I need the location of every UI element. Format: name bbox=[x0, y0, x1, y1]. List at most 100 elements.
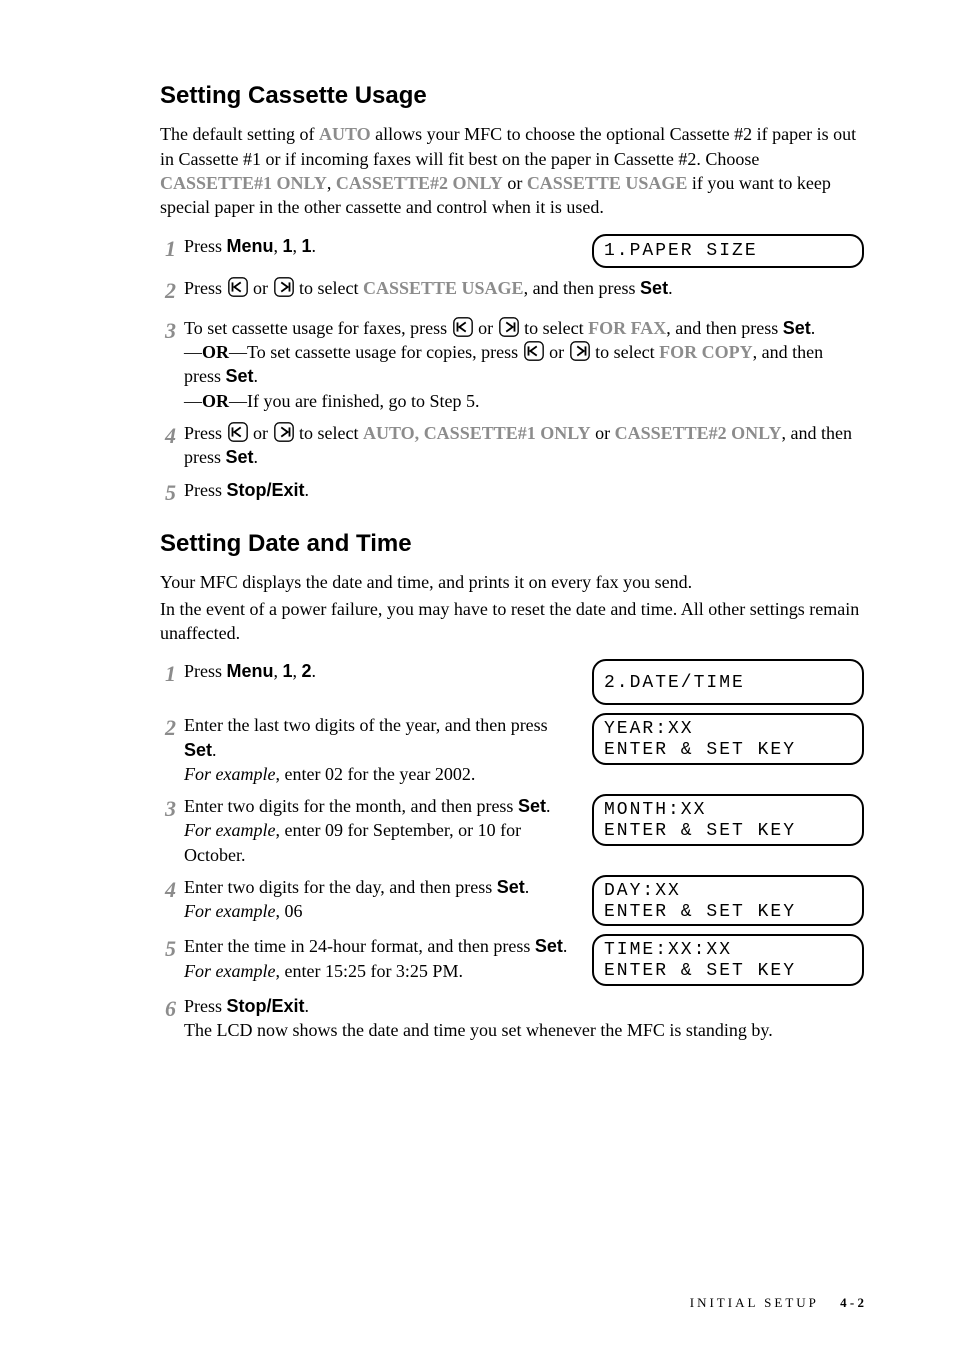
key-stop-exit: Stop/Exit bbox=[227, 480, 305, 500]
txt-cassette2: CASSETTE#2 ONLY bbox=[336, 173, 503, 193]
text: Enter the last two digits of the year, a… bbox=[184, 715, 548, 735]
text: To set cassette usage for faxes, press bbox=[184, 318, 452, 338]
text: or bbox=[249, 278, 273, 298]
intro-datetime-b: In the event of a power failure, you may… bbox=[160, 597, 864, 646]
txt-or: OR bbox=[202, 391, 229, 411]
right-arrow-icon bbox=[273, 276, 295, 298]
txt-for-fax: FOR FAX bbox=[588, 318, 666, 338]
text: , bbox=[293, 236, 302, 256]
text: to select bbox=[520, 318, 588, 338]
text: . bbox=[305, 996, 310, 1016]
key-set: Set bbox=[518, 796, 546, 816]
key-2: 2 bbox=[302, 661, 312, 681]
txt-or: OR bbox=[202, 342, 229, 362]
step-text: Enter two digits for the day, and then p… bbox=[184, 875, 574, 924]
txt-for-copy: FOR COPY bbox=[659, 342, 753, 362]
step-text: Press Menu, 1, 2. bbox=[184, 659, 574, 683]
step-number: 4 bbox=[154, 875, 176, 905]
s1-step1: 1 Press Menu, 1, 1. 1.PAPER SIZE bbox=[160, 234, 864, 268]
key-menu: Menu bbox=[227, 236, 274, 256]
s1-step4: 4 Press or to select AUTO, CASSETTE#1 ON… bbox=[160, 421, 864, 470]
text: Enter the time in 24-hour format, and th… bbox=[184, 936, 535, 956]
step-number: 6 bbox=[154, 994, 176, 1024]
step-number: 1 bbox=[154, 659, 176, 689]
key-set: Set bbox=[226, 366, 254, 386]
key-set: Set bbox=[497, 877, 525, 897]
left-arrow-icon bbox=[452, 316, 474, 338]
text: to select bbox=[295, 423, 363, 443]
text: . bbox=[305, 480, 310, 500]
footer-section: INITIAL SETUP bbox=[690, 1295, 819, 1310]
s1-step3: 3 To set cassette usage for faxes, press… bbox=[160, 316, 864, 413]
text: . bbox=[563, 936, 568, 956]
text: , bbox=[293, 661, 302, 681]
step-text: Enter the last two digits of the year, a… bbox=[184, 713, 574, 786]
text: or bbox=[545, 342, 569, 362]
intro-text: The default setting of bbox=[160, 124, 319, 144]
txt-cassette1: CASSETTE#1 ONLY bbox=[424, 423, 591, 443]
text: The LCD now shows the date and time you … bbox=[184, 1020, 773, 1040]
key-set: Set bbox=[535, 936, 563, 956]
key-1b: 1 bbox=[302, 236, 312, 256]
key-1: 1 bbox=[283, 236, 293, 256]
s1-step2: 2 Press or to select CASSETTE USAGE, and… bbox=[160, 276, 864, 300]
txt-auto: AUTO, bbox=[363, 423, 419, 443]
text: , and then press bbox=[524, 278, 640, 298]
step-number: 3 bbox=[154, 316, 176, 346]
step-number: 5 bbox=[154, 934, 176, 964]
txt-auto: AUTO bbox=[319, 124, 371, 144]
lcd-date-time: 2.DATE/TIME bbox=[592, 659, 864, 705]
text: — bbox=[184, 391, 202, 411]
example-label: For example bbox=[184, 764, 275, 784]
text: Press bbox=[184, 236, 227, 256]
s2-step4: 4 Enter two digits for the day, and then… bbox=[160, 875, 864, 926]
step-text: Press Menu, 1, 1. bbox=[184, 234, 574, 258]
s2-step1: 1 Press Menu, 1, 2. 2.DATE/TIME bbox=[160, 659, 864, 705]
key-1: 1 bbox=[283, 661, 293, 681]
step-text: Enter two digits for the month, and then… bbox=[184, 794, 574, 867]
left-arrow-icon bbox=[227, 421, 249, 443]
lcd-day: DAY:XX ENTER & SET KEY bbox=[592, 875, 864, 926]
text: , bbox=[274, 236, 283, 256]
step-number: 2 bbox=[154, 276, 176, 306]
s2-step5: 5 Enter the time in 24-hour format, and … bbox=[160, 934, 864, 985]
text: Press bbox=[184, 278, 227, 298]
key-stop-exit: Stop/Exit bbox=[227, 996, 305, 1016]
step-number: 3 bbox=[154, 794, 176, 824]
lcd-year: YEAR:XX ENTER & SET KEY bbox=[592, 713, 864, 764]
right-arrow-icon bbox=[569, 340, 591, 362]
text: . bbox=[312, 661, 317, 681]
key-set: Set bbox=[640, 278, 668, 298]
text: . bbox=[668, 278, 673, 298]
text: . bbox=[525, 877, 530, 897]
step-number: 2 bbox=[154, 713, 176, 743]
example-text: , enter 02 for the year 2002. bbox=[275, 764, 475, 784]
intro-text: , bbox=[327, 173, 336, 193]
s1-step5: 5 Press Stop/Exit. bbox=[160, 478, 864, 502]
txt-cassette2: CASSETTE#2 ONLY bbox=[615, 423, 782, 443]
key-set: Set bbox=[783, 318, 811, 338]
example-label: For example bbox=[184, 820, 275, 840]
text: Press bbox=[184, 996, 227, 1016]
text: . bbox=[212, 740, 217, 760]
lcd-paper-size: 1.PAPER SIZE bbox=[592, 234, 864, 268]
text: or bbox=[474, 318, 498, 338]
txt-cassette-usage: CASSETTE USAGE bbox=[363, 278, 524, 298]
text: . bbox=[312, 236, 317, 256]
text: Enter two digits for the month, and then… bbox=[184, 796, 518, 816]
right-arrow-icon bbox=[498, 316, 520, 338]
step-number: 1 bbox=[154, 234, 176, 264]
text: or bbox=[591, 423, 615, 443]
text: . bbox=[546, 796, 551, 816]
text: . bbox=[254, 366, 259, 386]
text: —To set cassette usage for copies, press bbox=[229, 342, 523, 362]
text: to select bbox=[295, 278, 363, 298]
page-footer: INITIAL SETUP 4 - 2 bbox=[690, 1294, 864, 1312]
text: Press bbox=[184, 423, 227, 443]
step-number: 5 bbox=[154, 478, 176, 508]
lcd-time: TIME:XX:XX ENTER & SET KEY bbox=[592, 934, 864, 985]
right-arrow-icon bbox=[273, 421, 295, 443]
intro-cassette-usage: The default setting of AUTO allows your … bbox=[160, 122, 864, 219]
s2-step6: 6 Press Stop/Exit. The LCD now shows the… bbox=[160, 994, 864, 1043]
text: — bbox=[184, 342, 202, 362]
